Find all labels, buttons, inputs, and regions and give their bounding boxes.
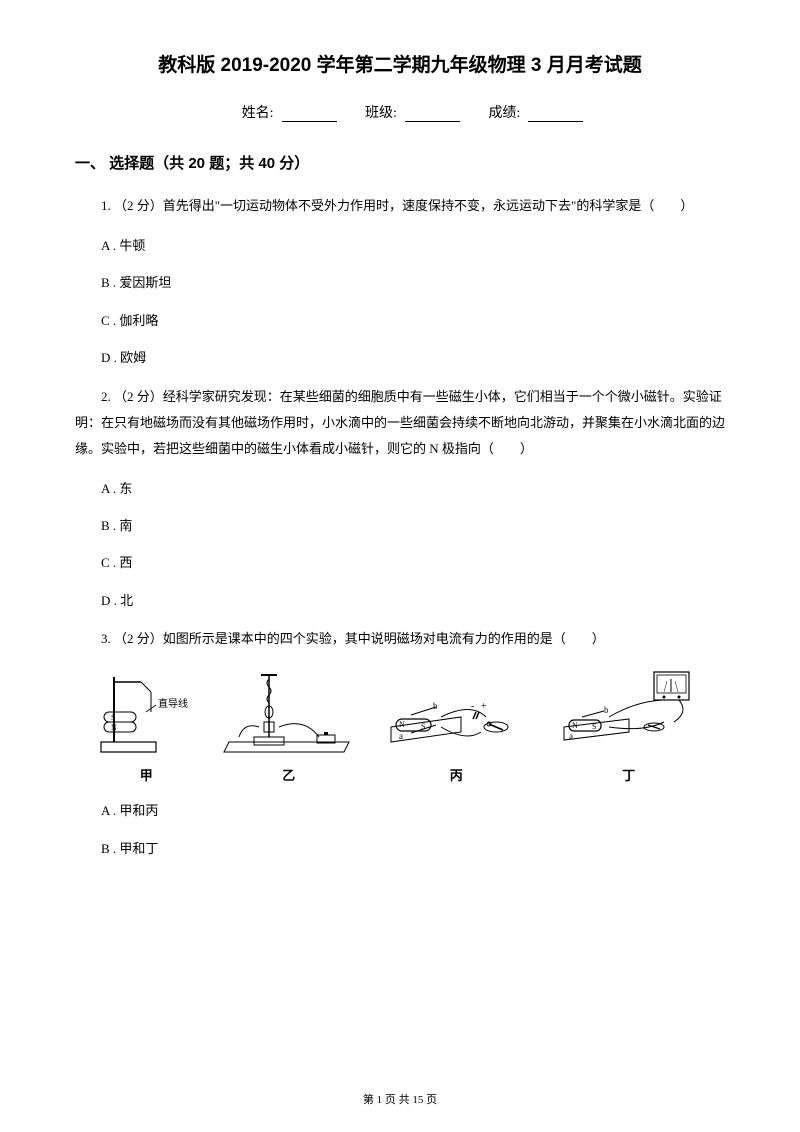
diagram-yi-icon [219, 667, 359, 757]
svg-text:b: b [433, 701, 438, 711]
q1-option-b: B . 爱因斯坦 [75, 271, 725, 294]
q3-option-b: B . 甲和丁 [75, 837, 725, 860]
name-label: 姓名: [242, 106, 274, 121]
figure-label-jia: 甲 [140, 765, 153, 784]
svg-text:直导线: 直导线 [158, 697, 188, 710]
svg-text:S: S [592, 722, 596, 731]
class-blank [405, 106, 460, 122]
q2-option-c: C . 西 [75, 551, 725, 574]
svg-text:N: N [399, 720, 405, 729]
question-2: 2. （2 分）经科学家研究发现：在某些细菌的细胞质中有一些磁生小体，它们相当于… [75, 384, 725, 462]
page-title: 教科版 2019-2020 学年第二学期九年级物理 3 月月考试题 [75, 50, 725, 77]
figure-ding: N S b a 丁 [554, 667, 704, 784]
figure-label-yi: 乙 [282, 765, 295, 784]
figure-jia: S N 直导线 甲 [96, 667, 196, 784]
svg-text:N: N [111, 723, 117, 732]
q2-option-a: A . 东 [75, 477, 725, 500]
svg-text:N: N [572, 721, 578, 730]
q2-option-b: B . 南 [75, 514, 725, 537]
question-3: 3. （2 分）如图所示是课本中的四个实验，其中说明磁场对电流有力的作用的是（ … [75, 626, 725, 652]
score-blank [528, 106, 583, 122]
svg-text:b: b [604, 705, 609, 715]
name-blank [282, 106, 337, 122]
svg-text:a: a [569, 731, 573, 741]
svg-text:a: a [399, 731, 403, 741]
svg-text:S: S [111, 713, 115, 722]
q1-option-d: D . 欧姆 [75, 346, 725, 369]
q1-option-c: C . 伽利略 [75, 309, 725, 332]
class-label: 班级: [365, 106, 397, 121]
q1-option-a: A . 牛顿 [75, 234, 725, 257]
student-info-line: 姓名: 班级: 成绩: [75, 102, 725, 122]
figures-row: S N 直导线 甲 乙 N S [75, 667, 725, 784]
figure-yi: 乙 [219, 667, 359, 784]
figure-label-bing: 丙 [450, 765, 463, 784]
svg-text:-: - [471, 701, 474, 712]
score-label: 成绩: [488, 106, 520, 121]
q2-option-d: D . 北 [75, 589, 725, 612]
page-footer: 第 1 页 共 15 页 [0, 1091, 800, 1107]
figure-bing: N S b a - + 丙 [381, 677, 531, 784]
svg-text:+: + [481, 701, 487, 712]
q3-option-a: A . 甲和丙 [75, 799, 725, 822]
diagram-bing-icon: N S b a - + [381, 677, 531, 757]
diagram-jia-icon: S N 直导线 [96, 667, 196, 757]
question-1: 1. （2 分）首先得出"一切运动物体不受外力作用时，速度保持不变，永远运动下去… [75, 193, 725, 219]
figure-label-ding: 丁 [622, 765, 635, 784]
diagram-ding-icon: N S b a [554, 667, 704, 757]
section-header: 一、 选择题（共 20 题；共 40 分） [75, 152, 725, 173]
